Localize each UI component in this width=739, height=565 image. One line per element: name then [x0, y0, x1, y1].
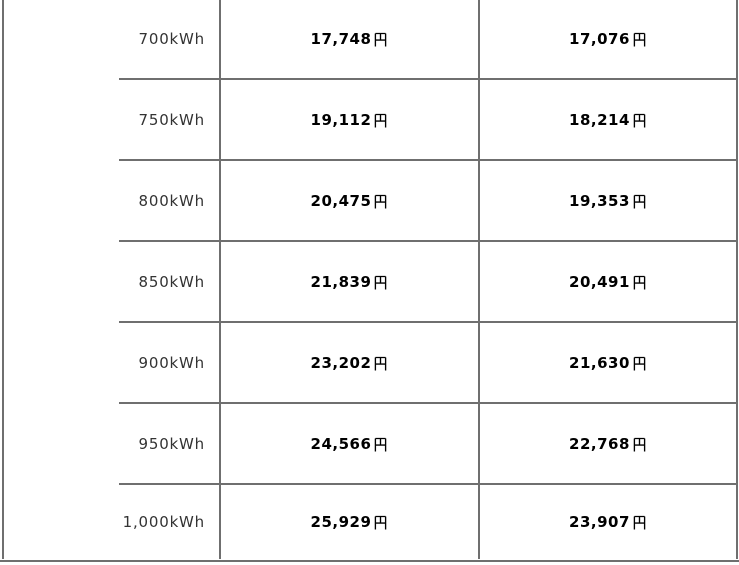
price-1-cell: 21,839: [219, 242, 478, 323]
price-2-cell: 17,076: [478, 0, 738, 80]
price-amount: 23,907: [569, 513, 630, 531]
price-amount: 25,929: [310, 513, 372, 531]
usage-cell: 950kWh: [119, 404, 219, 485]
yen-icon: [633, 194, 646, 209]
yen-icon: [375, 437, 387, 452]
price-2-cell: 18,214: [478, 80, 738, 161]
table-bottom-border: [0, 560, 739, 562]
yen-icon: [633, 113, 646, 128]
price-amount: 19,112: [310, 110, 372, 129]
price-amount: 20,475: [310, 191, 372, 210]
yen-icon: [633, 437, 646, 452]
usage-cell: 900kWh: [119, 323, 219, 404]
price-amount: 21,839: [310, 272, 372, 291]
yen-icon: [633, 515, 646, 530]
usage-cell: 700kWh: [119, 0, 219, 80]
price-2-cell: 23,907: [478, 485, 738, 559]
yen-icon: [633, 275, 646, 290]
price-1-cell: 17,748: [219, 0, 478, 80]
price-2-cell: 21,630: [478, 323, 738, 404]
price-1-cell: 23,202: [219, 323, 478, 404]
price-2-cell: 19,353: [478, 161, 738, 242]
price-amount: 23,202: [310, 353, 372, 372]
price-1-cell: 24,566: [219, 404, 478, 485]
yen-icon: [375, 515, 387, 530]
price-amount: 20,491: [569, 272, 630, 291]
usage-cell: 850kWh: [119, 242, 219, 323]
yen-icon: [633, 356, 646, 371]
price-amount: 19,353: [569, 191, 630, 210]
price-2-cell: 22,768: [478, 404, 738, 485]
yen-icon: [375, 113, 387, 128]
price-amount: 17,076: [569, 30, 630, 48]
price-amount: 22,768: [569, 434, 630, 453]
usage-cell: 800kWh: [119, 161, 219, 242]
price-amount: 18,214: [569, 110, 630, 129]
yen-icon: [375, 32, 387, 47]
left-spacer-cell: [2, 0, 119, 559]
price-2-cell: 20,491: [478, 242, 738, 323]
yen-icon: [375, 194, 387, 209]
usage-cell: 750kWh: [119, 80, 219, 161]
price-1-cell: 25,929: [219, 485, 478, 559]
yen-icon: [375, 275, 387, 290]
price-1-cell: 19,112: [219, 80, 478, 161]
price-amount: 24,566: [310, 434, 372, 453]
price-amount: 21,630: [569, 353, 630, 372]
price-1-cell: 20,475: [219, 161, 478, 242]
yen-icon: [375, 356, 387, 371]
usage-cell: 1,000kWh: [122, 513, 205, 531]
price-amount: 17,748: [310, 30, 372, 48]
yen-icon: [633, 32, 646, 47]
